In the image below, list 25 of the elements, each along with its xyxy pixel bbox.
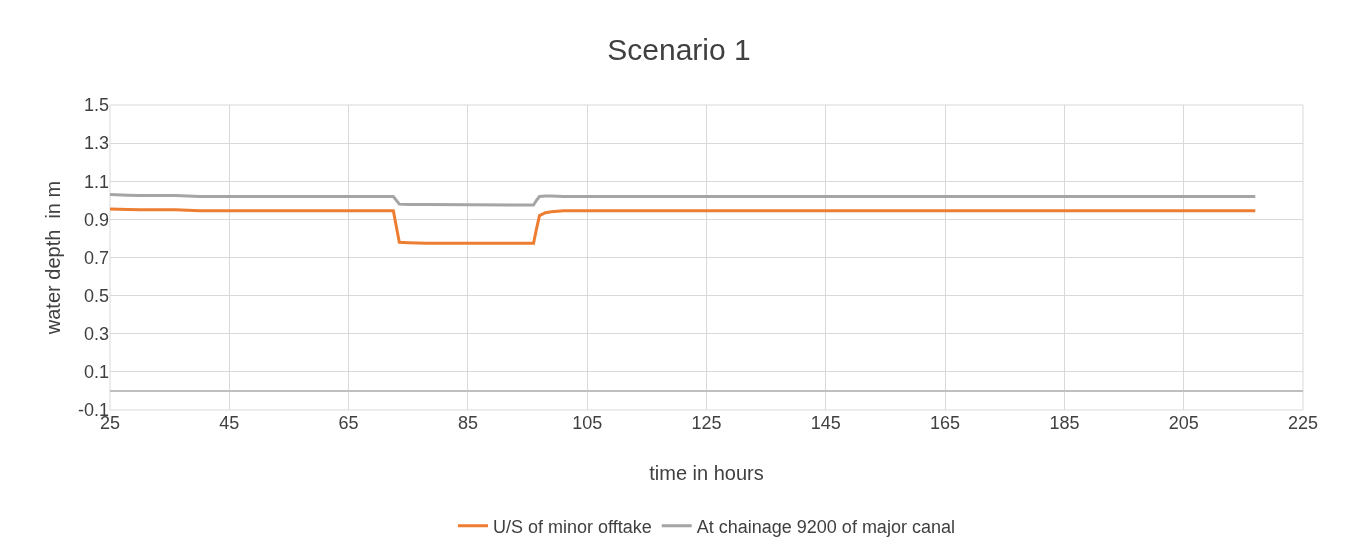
x-tick-label: 205 bbox=[1168, 413, 1199, 433]
x-tick-label: 85 bbox=[457, 413, 478, 433]
line-series bbox=[110, 193, 1257, 207]
x-tick-label: 45 bbox=[219, 413, 240, 433]
y-tick-label: 0.1 bbox=[83, 362, 109, 383]
y-tick-label: 0.3 bbox=[83, 324, 109, 345]
x-tick-label: 165 bbox=[930, 413, 961, 433]
x-tick-label: 65 bbox=[338, 413, 359, 433]
x-tick-label: 185 bbox=[1049, 413, 1080, 433]
y-tick-label: 0.9 bbox=[83, 209, 109, 230]
y-tick-label: 1.5 bbox=[83, 95, 109, 116]
y-tick-label: 1.3 bbox=[83, 133, 109, 154]
x-tick-label: 105 bbox=[572, 413, 603, 433]
x-axis-title: time in hours bbox=[649, 462, 764, 484]
x-tick-label: 125 bbox=[691, 413, 722, 433]
y-axis-title: water depth in m bbox=[42, 180, 64, 336]
x-tick-label: 225 bbox=[1287, 413, 1319, 433]
y-tick-label: 0.7 bbox=[83, 247, 109, 268]
y-tick-label: 1.1 bbox=[83, 171, 109, 192]
legend-label: U/S of minor offtake bbox=[493, 516, 652, 537]
y-tick-label: 0.5 bbox=[83, 285, 109, 306]
x-tick-label: 145 bbox=[810, 413, 841, 433]
legend-label: At chainage 9200 of major canal bbox=[696, 516, 955, 537]
chart-title: Scenario 1 bbox=[607, 33, 751, 67]
line-series bbox=[110, 207, 1257, 245]
